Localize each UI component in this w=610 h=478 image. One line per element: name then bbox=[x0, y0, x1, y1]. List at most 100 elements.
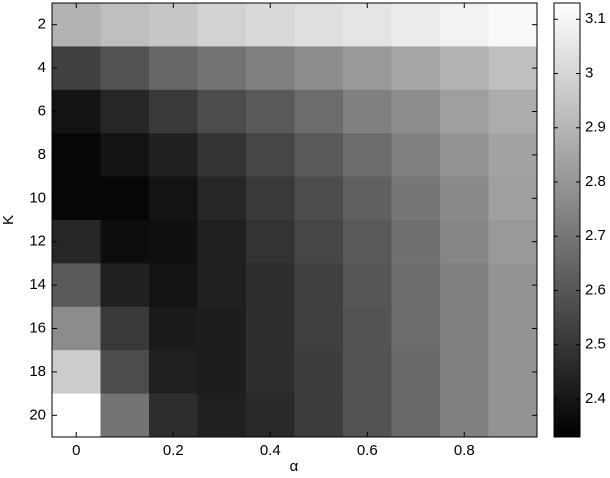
y-tick-label: 8 bbox=[38, 146, 46, 163]
cell bbox=[391, 3, 441, 47]
cell bbox=[343, 263, 392, 308]
cell bbox=[294, 350, 344, 395]
cell bbox=[440, 306, 489, 351]
cell bbox=[52, 133, 101, 178]
cell bbox=[52, 89, 101, 134]
x-tick-label: 0 bbox=[72, 442, 80, 459]
y-tick-label: 4 bbox=[38, 59, 46, 76]
cell bbox=[294, 46, 344, 91]
cell bbox=[100, 89, 150, 134]
colorbar bbox=[553, 2, 581, 438]
cell bbox=[100, 263, 150, 308]
y-tick-label: 20 bbox=[29, 406, 46, 423]
cell bbox=[391, 220, 441, 264]
y-tick-label: 16 bbox=[29, 319, 46, 336]
y-tick-label: 14 bbox=[29, 276, 46, 293]
cell bbox=[294, 263, 344, 308]
cell bbox=[391, 89, 441, 134]
x-tick-label: 0.6 bbox=[357, 442, 378, 459]
colorbar-tick-label: 3.1 bbox=[585, 10, 606, 27]
y-tick-label: 10 bbox=[29, 189, 46, 206]
cell bbox=[343, 220, 392, 264]
cell bbox=[197, 220, 247, 264]
cell bbox=[294, 3, 344, 47]
y-tick-label: 18 bbox=[29, 363, 46, 380]
cell bbox=[294, 133, 344, 178]
cell bbox=[149, 46, 198, 91]
x-tick-label: 0.8 bbox=[454, 442, 475, 459]
cell bbox=[391, 263, 441, 308]
cell bbox=[343, 133, 392, 178]
cell bbox=[440, 133, 489, 178]
cell bbox=[294, 176, 344, 221]
cell bbox=[52, 393, 101, 438]
cell bbox=[488, 263, 538, 308]
cell bbox=[149, 176, 198, 221]
x-axis-label: α bbox=[290, 458, 299, 475]
cell bbox=[246, 3, 295, 47]
cell bbox=[100, 3, 150, 47]
cell bbox=[343, 46, 392, 91]
cell bbox=[52, 306, 101, 351]
cell bbox=[246, 176, 295, 221]
cell bbox=[246, 393, 295, 438]
y-tick-label: 6 bbox=[38, 102, 46, 119]
cell bbox=[343, 350, 392, 395]
cell bbox=[440, 176, 489, 221]
cell bbox=[52, 46, 101, 91]
cell bbox=[440, 89, 489, 134]
cell bbox=[391, 176, 441, 221]
x-tick-label: 0.2 bbox=[163, 442, 184, 459]
colorbar-tick-label: 2.8 bbox=[585, 173, 606, 190]
cell bbox=[197, 176, 247, 221]
cell bbox=[197, 393, 247, 438]
cell bbox=[440, 393, 489, 438]
cell bbox=[197, 263, 247, 308]
cell bbox=[197, 46, 247, 91]
cell bbox=[52, 3, 101, 47]
colorbar-tick-label: 2.5 bbox=[585, 336, 606, 353]
cell bbox=[197, 306, 247, 351]
cell bbox=[391, 393, 441, 438]
cell bbox=[246, 89, 295, 134]
cell bbox=[100, 306, 150, 351]
cell bbox=[100, 176, 150, 221]
cell bbox=[488, 393, 538, 438]
cell bbox=[488, 3, 538, 47]
cell bbox=[52, 220, 101, 264]
cell bbox=[294, 220, 344, 264]
cell bbox=[391, 306, 441, 351]
cell bbox=[246, 46, 295, 91]
cell bbox=[246, 133, 295, 178]
cell bbox=[197, 89, 247, 134]
cell bbox=[488, 133, 538, 178]
cell bbox=[149, 3, 198, 47]
cell bbox=[440, 220, 489, 264]
cell bbox=[343, 393, 392, 438]
cell bbox=[294, 393, 344, 438]
colorbar-tick-label: 2.9 bbox=[585, 119, 606, 136]
cell bbox=[149, 220, 198, 264]
cell bbox=[197, 350, 247, 395]
cell bbox=[52, 350, 101, 395]
cell bbox=[52, 176, 101, 221]
cell bbox=[246, 263, 295, 308]
cell bbox=[149, 133, 198, 178]
plot-frame bbox=[51, 2, 538, 438]
y-tick-label: 12 bbox=[29, 233, 46, 250]
cell bbox=[391, 46, 441, 91]
cell bbox=[440, 263, 489, 308]
cell bbox=[246, 350, 295, 395]
cell bbox=[440, 46, 489, 91]
cell bbox=[391, 350, 441, 395]
cell bbox=[488, 220, 538, 264]
cell bbox=[246, 306, 295, 351]
cell bbox=[343, 89, 392, 134]
cell bbox=[246, 220, 295, 264]
cell bbox=[100, 133, 150, 178]
cell bbox=[100, 220, 150, 264]
cell bbox=[488, 176, 538, 221]
colorbar-tick-label: 3 bbox=[585, 64, 593, 81]
cell bbox=[391, 133, 441, 178]
cell bbox=[100, 350, 150, 395]
